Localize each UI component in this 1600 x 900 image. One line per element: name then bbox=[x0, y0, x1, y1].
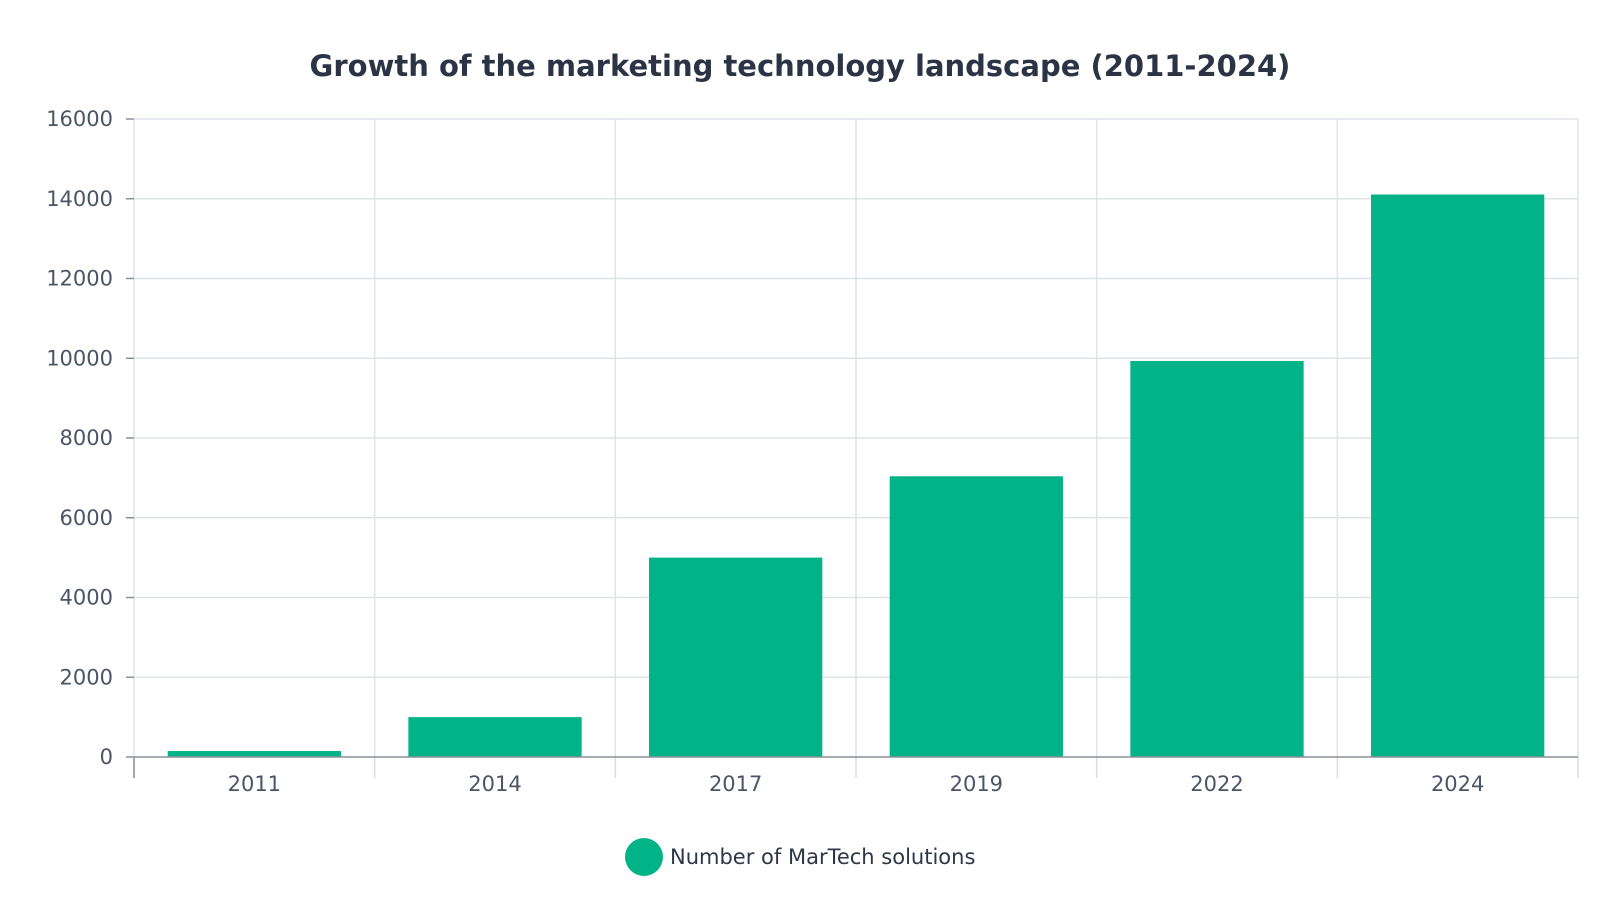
x-axis-ticks: 2011 2014 2017 2019 2022 2024 bbox=[228, 772, 1485, 796]
legend-label: Number of MarTech solutions bbox=[670, 845, 975, 869]
y-tick-label: 0 bbox=[100, 745, 113, 769]
x-tick-label: 2024 bbox=[1431, 772, 1484, 796]
x-tick-label: 2022 bbox=[1190, 772, 1243, 796]
bar-2024 bbox=[1371, 194, 1545, 757]
y-tick-label: 6000 bbox=[60, 506, 113, 530]
axes bbox=[126, 118, 1579, 778]
x-tick-label: 2011 bbox=[228, 772, 281, 796]
bar-2011 bbox=[167, 751, 341, 757]
bar-2022 bbox=[1130, 360, 1304, 757]
bar-2014 bbox=[408, 717, 582, 757]
y-tick-label: 12000 bbox=[46, 267, 113, 291]
y-tick-label: 4000 bbox=[60, 586, 113, 610]
y-axis-ticks: 0 2000 4000 6000 8000 10000 12000 14000 16000 bbox=[46, 107, 113, 769]
x-tick-label: 2019 bbox=[950, 772, 1003, 796]
x-tick-label: 2017 bbox=[709, 772, 762, 796]
x-tick-label: 2014 bbox=[468, 772, 521, 796]
grid bbox=[133, 118, 1579, 757]
y-tick-label: 8000 bbox=[60, 426, 113, 450]
legend-swatch bbox=[625, 838, 663, 876]
legend: Number of MarTech solutions bbox=[625, 838, 975, 876]
y-tick-label: 10000 bbox=[46, 346, 113, 370]
bars bbox=[167, 194, 1545, 757]
bar-2017 bbox=[649, 557, 823, 757]
bar-2019 bbox=[889, 476, 1063, 757]
y-tick-label: 16000 bbox=[46, 107, 113, 131]
y-tick-label: 14000 bbox=[46, 187, 113, 211]
y-tick-label: 2000 bbox=[60, 665, 113, 689]
chart-title: Growth of the marketing technology lands… bbox=[310, 49, 1291, 83]
